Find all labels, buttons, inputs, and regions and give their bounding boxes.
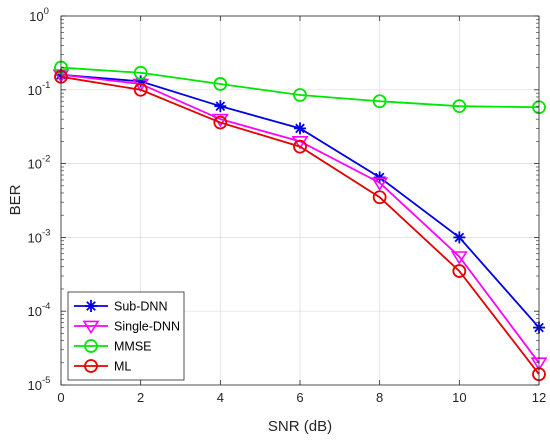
legend-label: Sub-DNN <box>114 300 168 314</box>
legend-item: ML <box>74 359 131 374</box>
y-axis-ticks: 10-5 10-4 10-3 10-2 10-1 100 <box>28 6 539 393</box>
data-point <box>293 88 307 102</box>
data-point <box>453 231 466 244</box>
data-point <box>452 99 467 114</box>
data-point <box>372 94 387 109</box>
series-line <box>60 75 540 375</box>
legend-item: Sub-DNN <box>74 300 168 314</box>
y-tick-label: 10-2 <box>28 154 51 172</box>
data-point <box>293 139 307 154</box>
y-tick-label: 100 <box>29 6 49 24</box>
series-layer <box>52 60 548 382</box>
x-tick-label: 0 <box>57 390 64 405</box>
legend-item: Single-DNN <box>74 320 180 335</box>
y-tick-label: 10-4 <box>28 301 51 319</box>
data-point <box>371 177 389 191</box>
series-sub-dnn <box>55 68 545 334</box>
x-tick-label: 10 <box>452 390 466 405</box>
data-point <box>214 100 227 113</box>
legend-label: Single-DNN <box>114 320 180 334</box>
y-tick-label: 10-1 <box>28 80 51 98</box>
data-point <box>213 77 228 91</box>
legend: Sub-DNN Single-DNN MMSE ML <box>67 291 185 381</box>
y-tick-label: 10-3 <box>28 227 51 245</box>
series-ml <box>54 69 546 382</box>
legend-marker <box>82 320 100 335</box>
legend-label: ML <box>114 360 131 374</box>
data-point <box>373 171 386 184</box>
data-point <box>133 82 148 97</box>
data-point <box>213 115 228 130</box>
data-point <box>452 264 467 278</box>
x-axis-ticks: 0 2 4 6 8 10 12 <box>57 16 546 405</box>
y-axis-title: BER <box>7 184 24 215</box>
x-tick-label: 12 <box>532 390 546 405</box>
series-line <box>60 66 540 109</box>
legend-item: MMSE <box>74 339 152 354</box>
x-tick-label: 8 <box>376 390 383 405</box>
x-tick-label: 2 <box>137 390 144 405</box>
legend-marker <box>85 300 97 312</box>
data-point <box>450 251 468 265</box>
x-tick-label: 4 <box>217 390 224 405</box>
data-point <box>294 122 306 135</box>
legend-marker <box>84 339 98 353</box>
x-axis-title: SNR (dB) <box>268 418 332 435</box>
y-tick-label: 10-5 <box>28 375 51 393</box>
series-mmse <box>54 60 546 115</box>
x-tick-label: 6 <box>296 390 303 405</box>
data-point <box>372 190 387 205</box>
legend-label: MMSE <box>114 340 152 354</box>
data-point <box>133 65 148 80</box>
legend-marker <box>84 359 98 373</box>
